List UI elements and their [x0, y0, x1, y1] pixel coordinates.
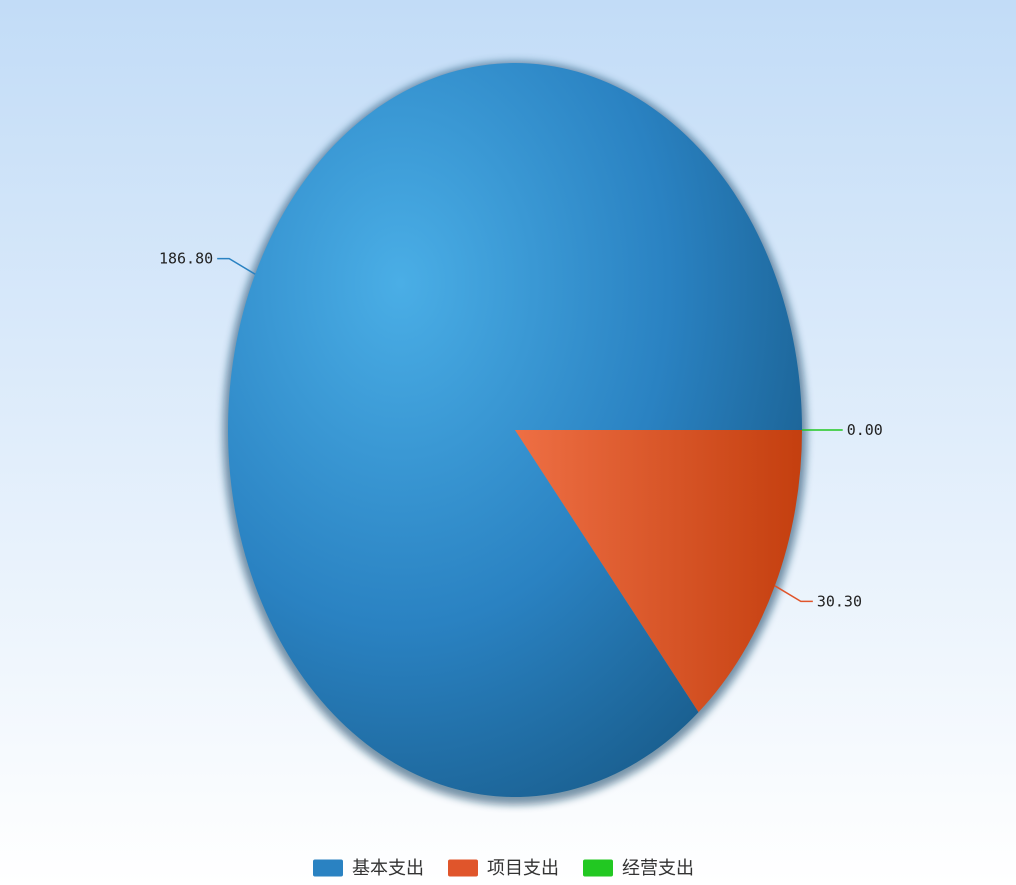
legend-swatch-operating: [583, 859, 613, 877]
legend-item-basic[interactable]: 基本支出: [313, 858, 424, 879]
leader-lines: [217, 257, 843, 603]
leader-line-project: [774, 585, 813, 603]
legend-swatch-project: [448, 859, 478, 877]
data-label-basic: 186.80: [159, 250, 213, 268]
leader-line-basic: [217, 257, 256, 275]
legend-label-basic: 基本支出: [352, 858, 424, 879]
legend-label-project: 项目支出: [487, 858, 559, 879]
data-label-project: 30.30: [817, 592, 862, 610]
legend-item-project[interactable]: 项目支出: [448, 858, 559, 879]
pie-slice-project[interactable]: [515, 430, 802, 713]
pie-slices: [227, 63, 802, 798]
data-label-operating: 0.00: [847, 421, 883, 439]
pie-slice-basic[interactable]: [227, 63, 802, 798]
legend: 基本支出 项目支出 经营支出: [313, 858, 694, 879]
legend-swatch-basic: [313, 859, 343, 877]
legend-item-operating[interactable]: 经营支出: [583, 858, 694, 879]
data-labels: 186.80 30.30 0.00: [159, 250, 883, 611]
legend-label-operating: 经营支出: [622, 858, 694, 879]
